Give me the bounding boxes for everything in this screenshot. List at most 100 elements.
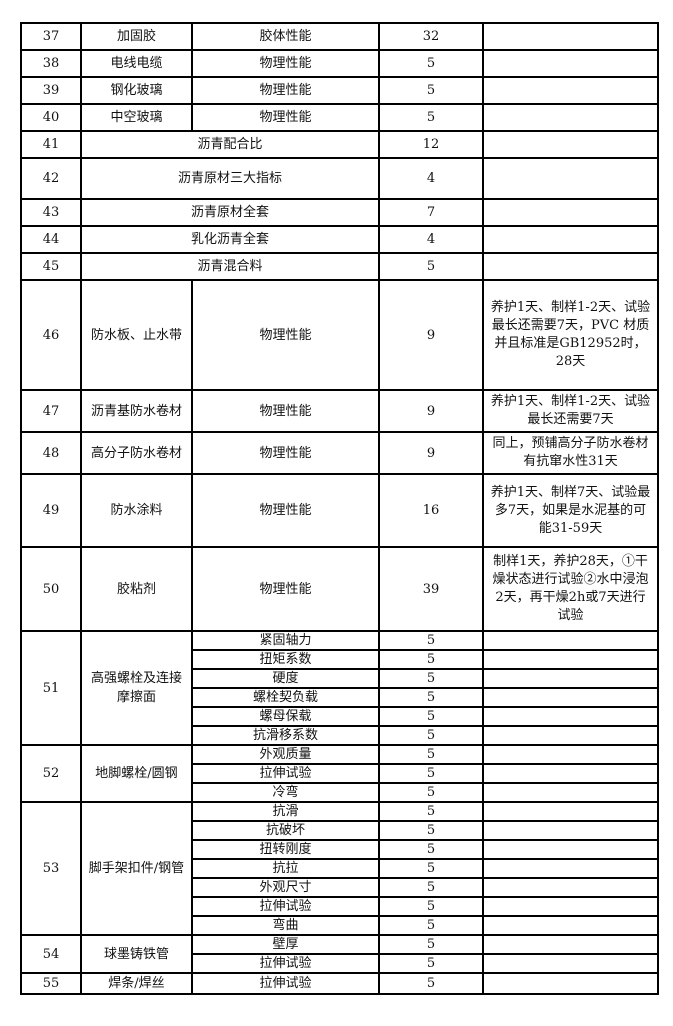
table-row: 扭矩系数 5 [21, 649, 659, 670]
test-parameter: 物理性能 [191, 103, 380, 132]
table-row: 冷弯 5 [21, 782, 659, 803]
table-row: 50 胶粘剂 物理性能 39 制样1天，养护28天，①干燥状态进行试验②水中浸泡2天，再… [20, 546, 659, 632]
duration-days: 5 [378, 782, 484, 803]
table-row: 54 球墨铸铁管 壁厚 5 [20, 934, 659, 974]
duration-days: 5 [378, 896, 484, 917]
duration-days: 5 [378, 725, 484, 746]
item-name: 钢化玻璃 [80, 76, 193, 105]
duration-days: 5 [378, 76, 484, 105]
table-row: 46 防水板、止水带 物理性能 9 养护1天、制样1-2天、试验最长还需要7天，PVC … [20, 279, 659, 391]
item-name: 高强螺栓及连接摩擦面 [80, 630, 193, 746]
note [482, 744, 659, 765]
item-name: 地脚螺栓/圆钢 [80, 744, 193, 803]
duration-days: 9 [378, 389, 484, 433]
row-number: 38 [20, 49, 82, 78]
duration-days: 5 [378, 687, 484, 708]
test-parameter: 抗拉 [191, 858, 380, 879]
note [482, 763, 659, 784]
duration-days: 5 [378, 934, 484, 955]
table-row: 43 沥青原材全套 7 [20, 198, 659, 227]
test-parameter: 胶体性能 [191, 22, 380, 51]
table-row: 硬度 5 [21, 668, 659, 689]
item-name: 球墨铸铁管 [80, 934, 193, 974]
row-number: 42 [20, 157, 82, 200]
item-name: 防水涂料 [80, 473, 193, 548]
note [482, 801, 659, 822]
note [482, 49, 659, 78]
note: 养护1天、制样1-2天、试验最长还需要7天，PVC 材质并且标准是GB12952… [482, 279, 659, 391]
test-parameter: 抗滑 [191, 801, 380, 822]
row-number: 53 [20, 801, 82, 936]
duration-days: 5 [378, 649, 484, 670]
test-parameter: 拉伸试验 [191, 896, 380, 917]
note [482, 630, 659, 651]
table-row: 39 钢化玻璃 物理性能 5 [20, 76, 659, 105]
row-number: 50 [20, 546, 82, 632]
duration-days: 39 [378, 546, 484, 632]
duration-days: 32 [378, 22, 484, 51]
note [482, 953, 659, 974]
note [482, 687, 659, 708]
note [482, 858, 659, 879]
test-parameter: 物理性能 [191, 76, 380, 105]
note [482, 198, 659, 227]
table-row: 48 高分子防水卷材 物理性能 9 同上，预铺高分子防水卷材有抗窜水性31天 [20, 431, 659, 475]
item-name: 中空玻璃 [80, 103, 193, 132]
note: 养护1天、制样1-2天、试验最长还需要7天 [482, 389, 659, 433]
row-number: 44 [20, 225, 82, 254]
test-parameter: 扭转刚度 [191, 839, 380, 860]
table-row: 51 高强螺栓及连接摩擦面 紧固轴力 5 [20, 630, 659, 746]
item-name: 高分子防水卷材 [80, 431, 193, 475]
item-name: 电线电缆 [80, 49, 193, 78]
note: 制样1天，养护28天，①干燥状态进行试验②水中浸泡2天，再干燥2h或7天进行试验 [482, 546, 659, 632]
item-name: 胶粘剂 [80, 546, 193, 632]
note [482, 706, 659, 727]
item-name: 脚手架扣件/钢管 [80, 801, 193, 936]
table-row: 42 沥青原材三大指标 4 [20, 157, 659, 200]
duration-days: 5 [378, 103, 484, 132]
table-row: 47 沥青基防水卷材 物理性能 9 养护1天、制样1-2天、试验最长还需要7天 [20, 389, 659, 433]
table-row: 45 沥青混合料 5 [20, 252, 659, 281]
table-row: 螺栓契负载 5 [21, 687, 659, 708]
test-parameter: 紧固轴力 [191, 630, 380, 651]
table-row: 44 乳化沥青全套 4 [20, 225, 659, 254]
row-number: 39 [20, 76, 82, 105]
test-parameter: 物理性能 [191, 279, 380, 391]
note [482, 130, 659, 159]
item-name: 沥青混合料 [80, 252, 380, 281]
test-parameter: 螺母保载 [191, 706, 380, 727]
test-parameter: 物理性能 [191, 431, 380, 475]
test-parameter: 抗破坏 [191, 820, 380, 841]
duration-days: 9 [378, 431, 484, 475]
test-parameter: 抗滑移系数 [191, 725, 380, 746]
test-items-table: 37 加固胶 胶体性能 32 38 电线电缆 物理性能 5 39 钢化玻璃 物理性能 5 40 中空玻璃物… [20, 22, 659, 995]
test-parameter: 拉伸试验 [191, 972, 380, 995]
duration-days: 5 [378, 744, 484, 765]
test-parameter: 物理性能 [191, 389, 380, 433]
item-name: 沥青配合比 [80, 130, 380, 159]
duration-days: 5 [378, 252, 484, 281]
duration-days: 16 [378, 473, 484, 548]
note [482, 22, 659, 51]
item-name: 沥青原材全套 [80, 198, 380, 227]
note [482, 76, 659, 105]
note [482, 934, 659, 955]
table-row: 55 焊条/焊丝 拉伸试验 5 [20, 972, 659, 995]
table-row: 53 脚手架扣件/钢管 抗滑 5 [20, 801, 659, 936]
row-number: 40 [20, 103, 82, 132]
duration-days: 5 [378, 877, 484, 898]
note [482, 972, 659, 995]
test-parameter: 螺栓契负载 [191, 687, 380, 708]
test-parameter: 外观质量 [191, 744, 380, 765]
row-number: 41 [20, 130, 82, 159]
table-row: 拉伸试验 5 [21, 896, 659, 917]
table-row: 49 防水涂料 物理性能 16 养护1天、制样7天、试验最多7天，如果是水泥基的可能31… [20, 473, 659, 548]
note [482, 668, 659, 689]
note [482, 103, 659, 132]
duration-days: 5 [378, 820, 484, 841]
note [482, 839, 659, 860]
duration-days: 4 [378, 225, 484, 254]
table-row: 抗拉 5 [21, 858, 659, 879]
table-row: 37 加固胶 胶体性能 32 [20, 22, 659, 51]
note: 养护1天、制样7天、试验最多7天，如果是水泥基的可能31-59天 [482, 473, 659, 548]
